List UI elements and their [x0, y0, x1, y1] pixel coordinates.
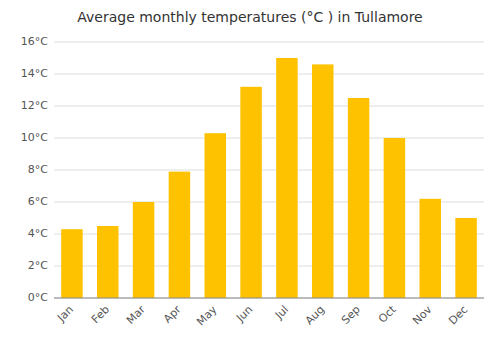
x-tick-label: Feb: [89, 303, 112, 326]
bar: [133, 202, 155, 298]
bar: [97, 226, 119, 298]
y-axis: 0°C 2°C 4°C 6°C 8°C 10°C 12°C 14°C 16°C: [21, 35, 48, 304]
x-tick-label: Oct: [376, 303, 399, 326]
x-axis: Jan Feb Mar Apr May Jun Jul Aug Sep Oct Nov Dec: [54, 298, 484, 328]
bar: [240, 87, 261, 298]
grid-line: [54, 106, 484, 107]
x-tick-label: Apr: [161, 303, 184, 326]
bar: [384, 138, 406, 298]
y-tick-label: 14°C: [21, 67, 48, 80]
y-tick-label: 10°C: [21, 131, 48, 144]
chart-container: 0°C 2°C 4°C 6°C 8°C 10°C 12°C 14°C 16°C Jan Feb Mar…: [0, 0, 500, 350]
y-tick-label: 4°C: [28, 227, 48, 240]
grid: [54, 42, 484, 298]
x-tick-label: Jan: [54, 303, 76, 325]
grid-line: [54, 138, 484, 139]
bar: [420, 199, 442, 298]
y-tick-label: 16°C: [21, 35, 48, 48]
grid-line: [54, 298, 484, 299]
y-tick-label: 8°C: [28, 163, 48, 176]
y-tick-label: 0°C: [28, 291, 48, 304]
bar: [169, 172, 191, 298]
bar: [455, 218, 477, 298]
x-tick-label: Sep: [339, 303, 363, 327]
y-tick-label: 12°C: [21, 99, 48, 112]
x-tick-label: Nov: [410, 303, 435, 328]
x-tick-label: Jul: [272, 303, 291, 322]
x-axis-line: [54, 298, 484, 299]
grid-line: [54, 42, 484, 43]
bar: [348, 98, 370, 298]
bar: [312, 64, 334, 298]
x-tick-label: Jun: [233, 303, 255, 325]
bars: [61, 58, 477, 298]
x-tick-label: Dec: [446, 303, 470, 327]
grid-line: [54, 170, 484, 171]
y-tick-label: 2°C: [28, 259, 48, 272]
chart: 0°C 2°C 4°C 6°C 8°C 10°C 12°C 14°C 16°C Jan Feb Mar…: [0, 0, 500, 350]
x-tick-label: Aug: [303, 303, 327, 327]
y-tick-label: 6°C: [28, 195, 48, 208]
bar: [205, 133, 227, 298]
grid-line: [54, 74, 484, 75]
title: Average monthly temperatures (°C ) in Tu…: [77, 9, 422, 25]
x-tick-label: Mar: [124, 303, 148, 327]
bar: [61, 229, 83, 298]
bar: [276, 58, 298, 298]
x-tick-label: May: [194, 303, 220, 329]
